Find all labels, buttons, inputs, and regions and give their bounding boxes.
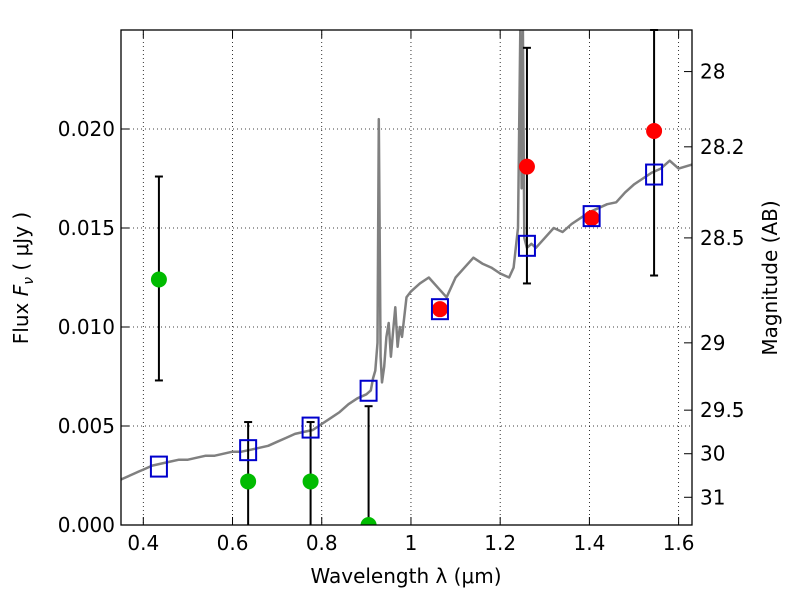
y-tick-label: 0.000: [58, 513, 115, 537]
y2-tick-label: 30: [700, 442, 725, 466]
y-tick-label: 0.005: [58, 414, 115, 438]
observed-point: [646, 122, 663, 139]
x-tick-label: 1.4: [573, 531, 605, 555]
observed-point: [583, 210, 600, 227]
y2-axis-label: Magnitude (AB): [758, 200, 782, 355]
spectrum-line: [121, 30, 692, 481]
model-square: [301, 416, 320, 439]
model-square: [645, 163, 664, 186]
y-tick-label: 0.010: [58, 315, 115, 339]
y2-axis-ticks: 28 28.2 28.5 29 29.5 30 31: [684, 60, 745, 509]
x-tick-label: 0.8: [306, 531, 338, 555]
error-bars: [154, 29, 659, 525]
grid-lines: [121, 30, 692, 526]
y2-tick-label: 28.5: [700, 226, 745, 250]
observed-point: [518, 158, 535, 175]
model-square: [359, 379, 378, 402]
model-square: [430, 298, 449, 321]
observed-points: [150, 122, 663, 525]
y-tick-label: 0.020: [58, 117, 115, 141]
observed-point: [240, 473, 257, 490]
y-tick-label: 0.015: [58, 216, 115, 240]
y-axis-ticks: 0.000 0.005 0.010 0.015 0.020: [58, 117, 129, 537]
plot-frame: [120, 29, 693, 526]
y2-tick-label: 31: [700, 485, 725, 509]
x-tick-label: 1: [405, 531, 418, 555]
observed-point: [360, 517, 377, 525]
x-tick-label: 1.2: [484, 531, 516, 555]
observed-point: [302, 473, 319, 490]
x-tick-label: 1.6: [663, 531, 695, 555]
model-square: [239, 439, 258, 462]
model-square: [517, 234, 536, 257]
x-tick-label: 0.4: [127, 531, 159, 555]
y2-tick-label: 29.5: [700, 398, 745, 422]
observed-point: [431, 301, 448, 318]
y2-tick-label: 28: [700, 60, 725, 84]
x-axis-label: Wavelength λ (μm): [310, 564, 501, 588]
model-photometry: [149, 163, 664, 478]
model-square: [149, 455, 168, 478]
x-tick-label: 0.6: [217, 531, 249, 555]
observed-point: [150, 271, 167, 288]
y2-tick-label: 29: [700, 331, 725, 355]
model-spectrum: [121, 30, 692, 481]
y-axis-label: Flux Fν ( μJy ): [9, 212, 37, 344]
x-axis-ticks: 0.4 0.6 0.8 1 1.2 1.4 1.6: [127, 30, 695, 555]
model-square: [582, 205, 601, 228]
y2-tick-label: 28.2: [700, 135, 745, 159]
